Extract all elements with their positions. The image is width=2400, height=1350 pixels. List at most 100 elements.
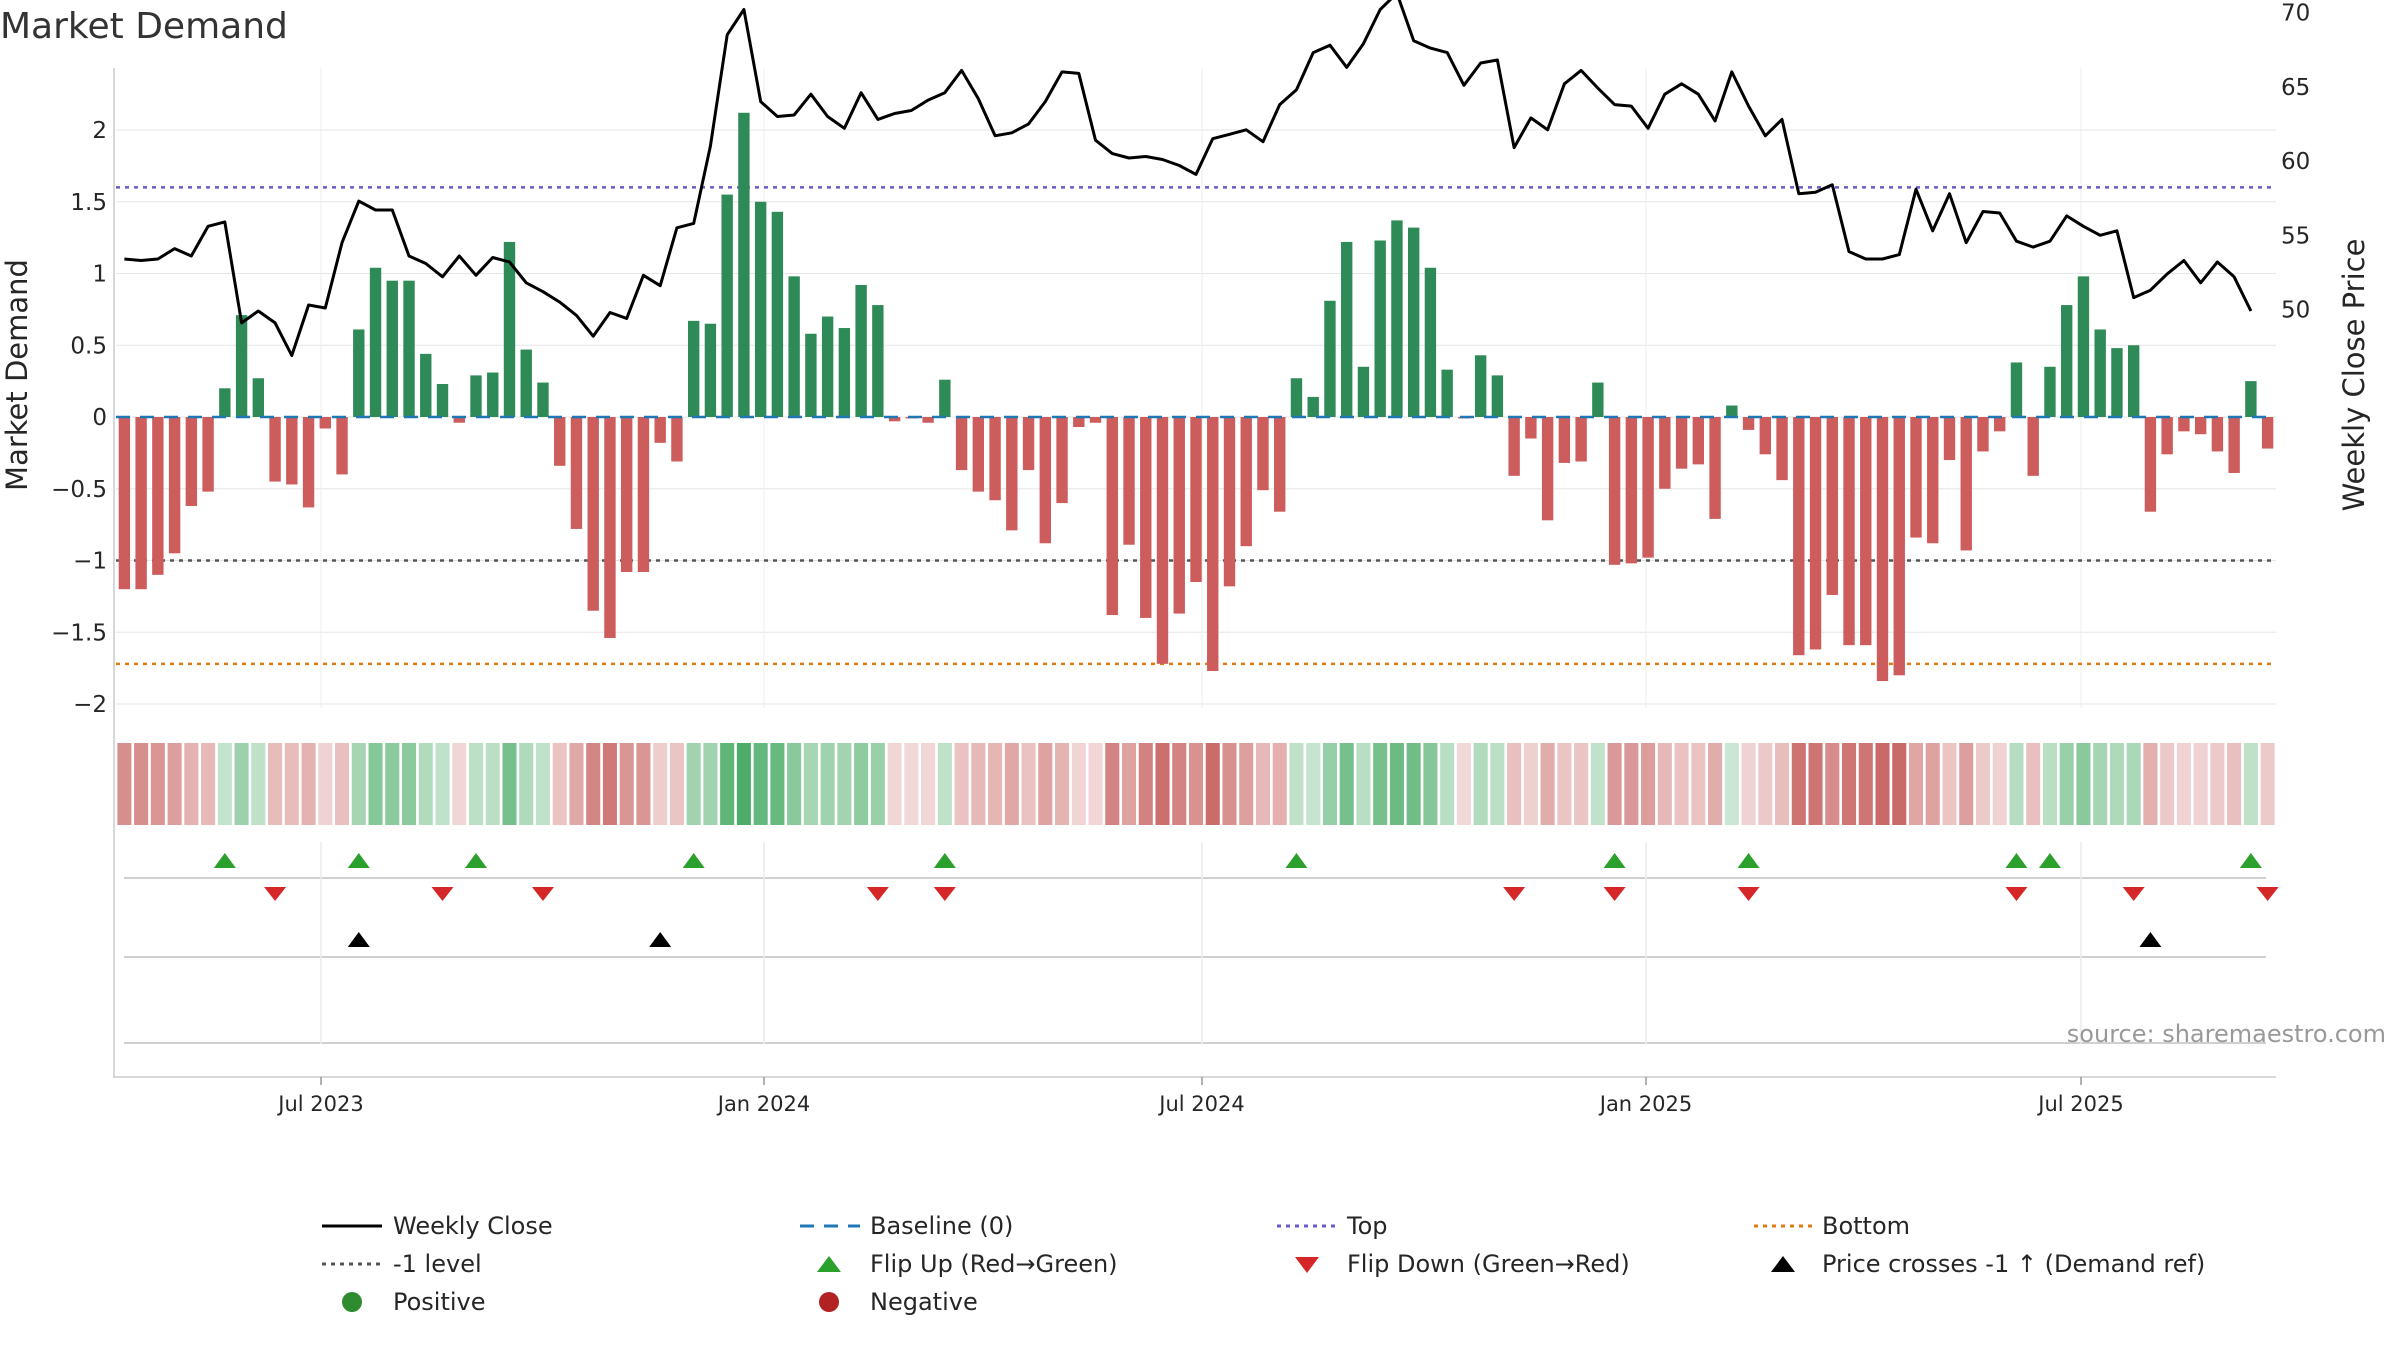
strip-cell <box>251 743 266 825</box>
demand-bar <box>2111 348 2123 417</box>
strip-cell <box>1272 743 1287 825</box>
demand-bar <box>1910 417 1922 538</box>
demand-bar <box>654 417 666 443</box>
demand-bar <box>1943 417 1956 461</box>
demand-bar <box>520 349 532 417</box>
demand-bar <box>1977 417 1989 452</box>
strip-cell <box>770 743 785 825</box>
demand-bar <box>2044 366 2056 417</box>
demand-bar <box>1056 417 1068 504</box>
strip-cell <box>1138 743 1153 825</box>
strip-cell <box>586 743 601 825</box>
y-tick-label: −2 <box>73 692 107 718</box>
flip-down-marker <box>431 887 454 901</box>
strip-cell <box>619 743 634 825</box>
strip-cell <box>921 743 936 825</box>
demand-bar <box>1960 417 1972 551</box>
demand-bar <box>1776 417 1788 481</box>
demand-bar <box>805 333 817 417</box>
demand-bar <box>989 417 1001 501</box>
strip-cell <box>971 743 986 825</box>
strip-cell <box>1724 743 1739 825</box>
strip-cell <box>904 743 919 825</box>
strip-cell <box>1590 743 1605 825</box>
demand-bar <box>1742 417 1755 430</box>
demand-bar <box>1625 417 1638 564</box>
demand-bar <box>420 353 432 417</box>
y-tick-label: −1 <box>73 549 107 575</box>
demand-bar <box>1156 417 1169 664</box>
legend-flip-up-icon <box>817 1256 841 1272</box>
demand-heat-strip <box>117 743 2275 825</box>
signal-lanes <box>124 842 2266 1044</box>
demand-bar <box>570 417 583 529</box>
strip-cell <box>2059 743 2074 825</box>
strip-cell <box>1942 743 1957 825</box>
strip-cell <box>787 743 802 825</box>
demand-bar <box>1357 366 1370 417</box>
demand-bar <box>1407 227 1420 417</box>
demand-bar <box>2061 305 2073 417</box>
strip-cell <box>2243 743 2258 825</box>
strip-cell <box>1356 743 1371 825</box>
demand-bar <box>252 378 265 417</box>
demand-bar <box>604 417 616 638</box>
strip-cell <box>2193 743 2208 825</box>
strip-cell <box>1205 743 1220 825</box>
flip-up-marker <box>1737 853 1760 868</box>
strip-cell <box>468 743 484 825</box>
demand-bar <box>1659 417 1671 489</box>
demand-bar <box>1927 417 1939 544</box>
demand-bar <box>1525 417 1537 439</box>
strip-cell <box>1791 743 1806 825</box>
demand-bar <box>771 211 784 417</box>
legend-flip-down-icon <box>1295 1257 1319 1273</box>
strip-cell <box>167 743 182 825</box>
demand-bar <box>336 417 348 475</box>
strip-cell <box>1808 743 1823 825</box>
y-tick-label: 1.5 <box>70 190 107 216</box>
demand-bar <box>754 201 767 417</box>
strip-cell <box>653 743 668 825</box>
strip-cell <box>502 743 517 825</box>
demand-bar <box>436 383 449 417</box>
y-tick-label: −1.5 <box>51 620 107 646</box>
demand-bar <box>872 305 884 417</box>
demand-bar <box>1575 417 1587 462</box>
demand-bar <box>2144 417 2157 512</box>
demand-bar <box>587 417 599 611</box>
x-tick-label: Jul 2025 <box>2036 1092 2123 1116</box>
flip-down-marker <box>1737 887 1760 901</box>
strip-cell <box>1992 743 2007 825</box>
y2-tick-label: 60 <box>2281 149 2310 175</box>
strip-cell <box>1708 743 1723 825</box>
demand-bar <box>1508 417 1520 476</box>
demand-bar <box>1541 417 1554 521</box>
strip-cell <box>753 743 768 825</box>
strip-cell <box>1306 743 1321 825</box>
strip-cell <box>1373 743 1388 825</box>
strip-cell <box>954 743 969 825</box>
demand-bar <box>1692 417 1705 465</box>
strip-cell <box>1038 743 1053 825</box>
demand-bar <box>2077 276 2090 417</box>
strip-cell <box>217 743 232 825</box>
legend-cross: Price crosses -1 ↑ (Demand ref) <box>1822 1250 2205 1278</box>
strip-cell <box>1825 743 1840 825</box>
demand-bar <box>1089 417 1102 423</box>
strip-cell <box>318 743 333 825</box>
flip-down-marker <box>531 887 554 901</box>
demand-bar <box>2027 417 2039 476</box>
strip-cell <box>2093 743 2108 825</box>
strip-cell <box>1456 743 1471 825</box>
flip-down-marker <box>1503 887 1526 901</box>
demand-bar <box>1006 417 1018 531</box>
strip-cell <box>686 743 701 825</box>
chart-title: Market Demand <box>0 6 288 47</box>
strip-cell <box>1473 743 1488 825</box>
strip-cell <box>2009 743 2024 825</box>
strip-cell <box>2076 743 2091 825</box>
y2-axis-label: Weekly Close Price <box>2337 239 2371 512</box>
demand-bar <box>1474 355 1487 417</box>
demand-bar <box>185 417 198 506</box>
